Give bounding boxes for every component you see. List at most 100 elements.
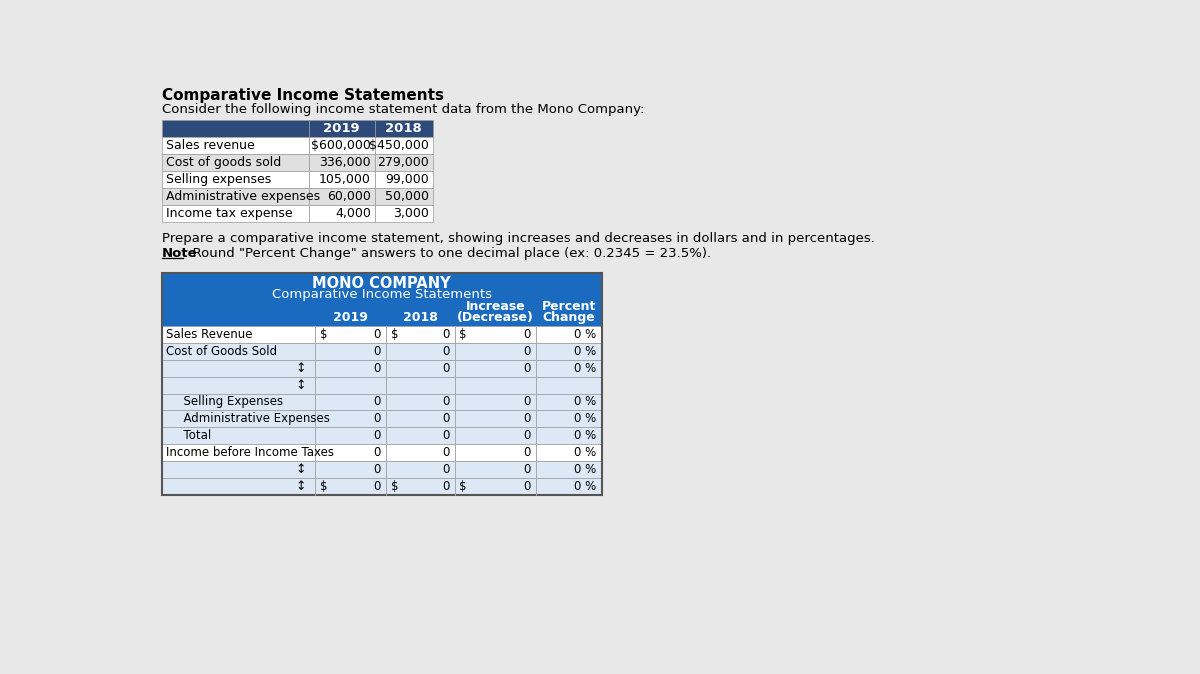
Text: ↕: ↕ — [295, 379, 306, 392]
Text: ↕: ↕ — [295, 361, 306, 375]
Text: 0: 0 — [442, 463, 449, 477]
Bar — [316, 326, 386, 342]
Text: 0: 0 — [373, 328, 380, 341]
Text: $: $ — [391, 480, 398, 493]
Text: 0 %: 0 % — [574, 344, 596, 358]
Text: 2019: 2019 — [324, 122, 360, 135]
Bar — [316, 461, 386, 478]
Text: Selling expenses: Selling expenses — [166, 173, 271, 186]
Text: 0 %: 0 % — [574, 429, 596, 442]
Text: $450,000: $450,000 — [370, 139, 430, 152]
Bar — [162, 427, 316, 444]
Bar — [162, 394, 316, 410]
Text: 2018: 2018 — [385, 122, 422, 135]
Bar — [308, 154, 374, 171]
Bar — [536, 394, 602, 410]
Bar — [374, 188, 433, 205]
Bar — [316, 410, 386, 427]
Text: 0: 0 — [523, 328, 530, 341]
Bar — [162, 444, 316, 461]
Bar — [455, 478, 536, 495]
Bar — [386, 342, 455, 360]
Text: 336,000: 336,000 — [319, 156, 371, 169]
Text: 0: 0 — [373, 446, 380, 459]
Bar — [386, 461, 455, 478]
Text: 4,000: 4,000 — [335, 207, 371, 220]
Bar — [162, 205, 308, 222]
Bar — [162, 154, 308, 171]
Text: $: $ — [319, 480, 328, 493]
Text: : Round "Percent Change" answers to one decimal place (ex: 0.2345 = 23.5%).: : Round "Percent Change" answers to one … — [184, 247, 712, 260]
Text: 0: 0 — [523, 463, 530, 477]
Bar — [162, 274, 602, 326]
Bar — [386, 478, 455, 495]
Text: Comparative Income Statements: Comparative Income Statements — [271, 288, 492, 301]
Text: Change: Change — [542, 311, 595, 324]
Bar — [536, 427, 602, 444]
Bar — [308, 137, 374, 154]
Bar — [162, 478, 316, 495]
Bar — [536, 360, 602, 377]
Bar — [386, 410, 455, 427]
Text: ↕: ↕ — [295, 463, 306, 477]
Text: 0 %: 0 % — [574, 446, 596, 459]
Text: 105,000: 105,000 — [319, 173, 371, 186]
Bar — [308, 120, 374, 137]
Bar — [316, 394, 386, 410]
Text: 0: 0 — [373, 396, 380, 408]
Bar — [455, 360, 536, 377]
Bar — [162, 188, 308, 205]
Text: 3,000: 3,000 — [394, 207, 430, 220]
Bar — [308, 171, 374, 188]
Bar — [162, 326, 316, 342]
Text: Administrative expenses: Administrative expenses — [166, 190, 319, 203]
Bar — [455, 427, 536, 444]
Text: Total: Total — [175, 429, 211, 442]
Text: 0 %: 0 % — [574, 328, 596, 341]
Text: $: $ — [460, 480, 467, 493]
Bar — [536, 377, 602, 394]
Bar — [308, 205, 374, 222]
Bar — [162, 274, 602, 495]
Text: Prepare a comparative income statement, showing increases and decreases in dolla: Prepare a comparative income statement, … — [162, 233, 875, 245]
Text: 0: 0 — [373, 463, 380, 477]
Bar — [162, 171, 308, 188]
Text: MONO COMPANY: MONO COMPANY — [312, 276, 451, 291]
Text: $: $ — [319, 328, 328, 341]
Bar — [316, 377, 386, 394]
Text: Income tax expense: Income tax expense — [166, 207, 292, 220]
Text: 99,000: 99,000 — [385, 173, 430, 186]
Text: 0: 0 — [442, 446, 449, 459]
Bar — [386, 377, 455, 394]
Bar — [316, 444, 386, 461]
Text: Comparative Income Statements: Comparative Income Statements — [162, 88, 444, 103]
Text: 0: 0 — [523, 429, 530, 442]
Bar — [455, 377, 536, 394]
Bar — [316, 478, 386, 495]
Bar — [374, 171, 433, 188]
Bar — [386, 444, 455, 461]
Bar — [162, 461, 316, 478]
Text: ↕: ↕ — [295, 480, 306, 493]
Bar — [455, 444, 536, 461]
Bar — [162, 342, 316, 360]
Text: 2019: 2019 — [334, 311, 368, 324]
Text: 0: 0 — [442, 328, 449, 341]
Bar — [374, 205, 433, 222]
Text: 0 %: 0 % — [574, 361, 596, 375]
Bar — [316, 427, 386, 444]
Bar — [455, 461, 536, 478]
Bar — [162, 410, 316, 427]
Text: 0 %: 0 % — [574, 412, 596, 425]
Text: Cost of Goods Sold: Cost of Goods Sold — [166, 344, 277, 358]
Text: Percent: Percent — [541, 300, 596, 313]
Bar — [316, 342, 386, 360]
Text: 0 %: 0 % — [574, 480, 596, 493]
Text: 0: 0 — [523, 396, 530, 408]
Text: $600,000: $600,000 — [311, 139, 371, 152]
Text: Consider the following income statement data from the Mono Company:: Consider the following income statement … — [162, 103, 644, 116]
Text: $: $ — [460, 328, 467, 341]
Bar — [374, 154, 433, 171]
Bar — [162, 120, 308, 137]
Text: 0 %: 0 % — [574, 463, 596, 477]
